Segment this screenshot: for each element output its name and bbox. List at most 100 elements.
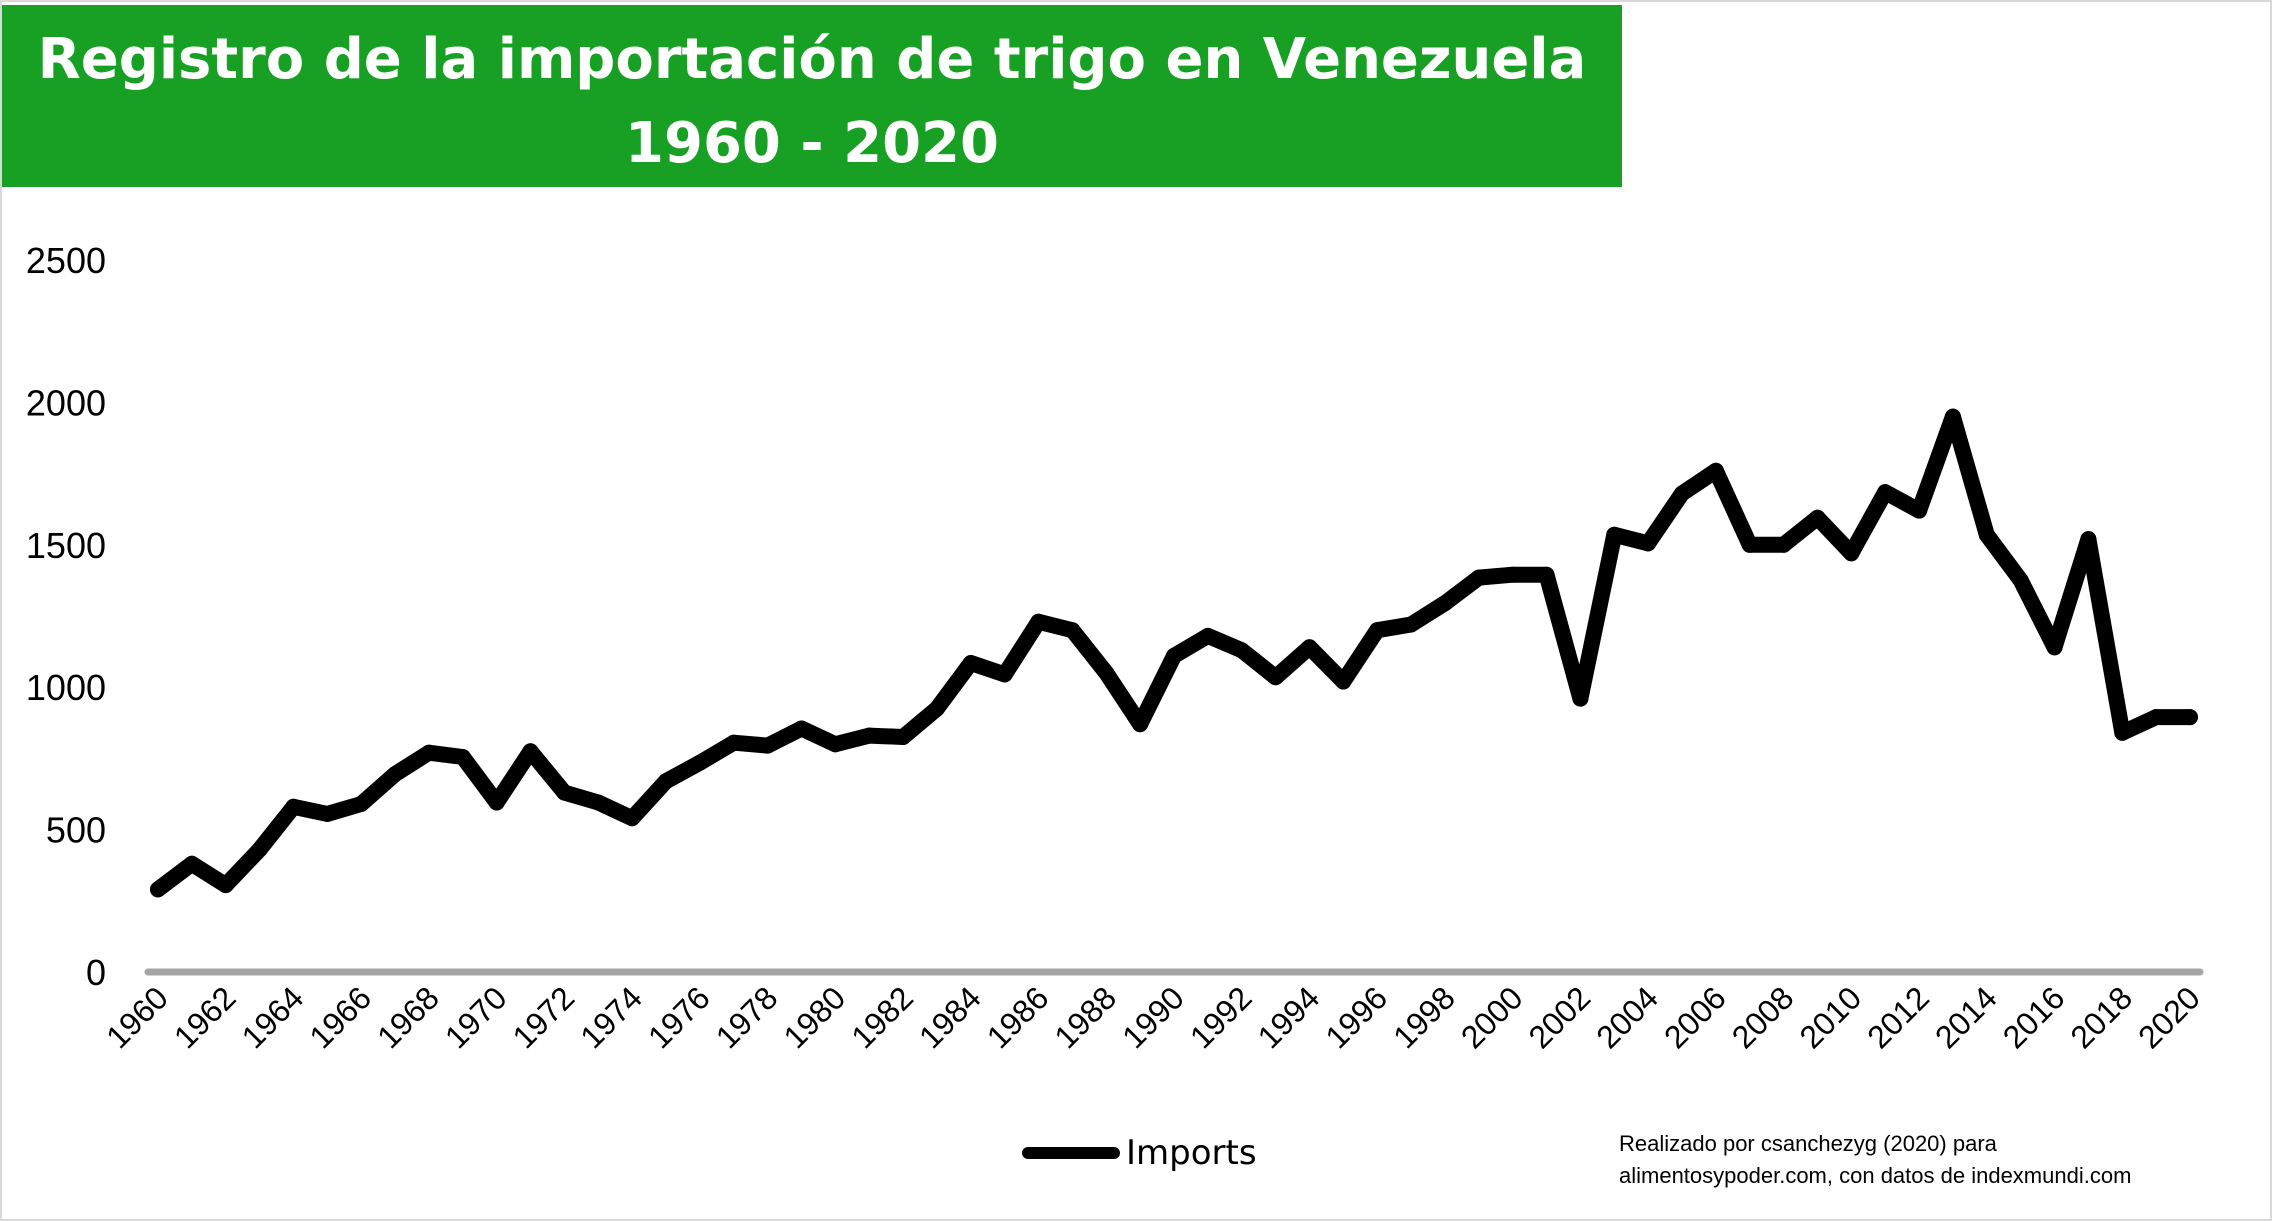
data-point [1504, 566, 1521, 583]
x-axis-ticks: 1960196219641966196819701972197419761978… [99, 979, 2207, 1055]
data-point [1369, 622, 1386, 639]
data-point [2046, 639, 2063, 656]
x-tick-label: 2010 [1792, 979, 1868, 1055]
x-tick-label: 1970 [438, 979, 514, 1055]
data-point [285, 798, 302, 815]
x-tick-label: 2006 [1657, 979, 1733, 1055]
x-tick-label: 1990 [1115, 979, 1191, 1055]
y-axis-ticks: 0 500 1000 1500 2000 2500 [26, 240, 106, 993]
data-point [1233, 642, 1250, 659]
x-tick-label: 1986 [980, 979, 1056, 1055]
data-point [1199, 627, 1216, 644]
data-point [556, 784, 573, 801]
data-point [1809, 509, 1826, 526]
data-point [217, 877, 234, 894]
data-point [488, 794, 505, 811]
chart-title: Registro de la importación de trigo en V… [37, 27, 1587, 92]
data-point [522, 743, 539, 760]
data-point [1843, 545, 1860, 562]
x-tick-label: 1988 [1047, 979, 1123, 1055]
data-point [1403, 616, 1420, 633]
data-point [1606, 526, 1623, 543]
x-tick-label: 1998 [1386, 979, 1462, 1055]
y-tick-label: 1500 [26, 525, 106, 566]
data-point [1944, 408, 1961, 425]
data-point [1978, 526, 1995, 543]
x-tick-label: 1994 [1251, 979, 1327, 1055]
data-point [1877, 484, 1894, 501]
x-tick-label: 2004 [1589, 979, 1665, 1055]
data-point [420, 744, 437, 761]
y-tick-label: 2000 [26, 382, 106, 423]
data-point [1674, 485, 1690, 502]
x-tick-label: 1982 [844, 979, 920, 1055]
data-point [454, 749, 471, 765]
data-point [1030, 613, 1047, 630]
x-tick-label: 1960 [99, 979, 175, 1055]
data-point [691, 754, 708, 771]
x-tick-label: 1984 [912, 979, 988, 1055]
legend-label-imports: Imports [1126, 1133, 1257, 1173]
data-point [1301, 639, 1318, 656]
y-tick-label: 500 [46, 810, 106, 851]
data-point [2080, 531, 2097, 548]
x-tick-label: 2018 [2063, 979, 2139, 1055]
data-point [2148, 709, 2165, 726]
x-tick-label: 1992 [1183, 979, 1259, 1055]
data-point [251, 841, 268, 858]
x-tick-label: 1980 [776, 979, 852, 1055]
x-tick-label: 1962 [167, 979, 243, 1055]
title-banner: Registro de la importación de trigo en V… [2, 5, 1622, 187]
data-point [759, 737, 776, 754]
data-point [319, 805, 336, 822]
data-point [996, 666, 1013, 683]
chart-subtitle: 1960 - 2020 [625, 111, 999, 176]
data-point [861, 727, 878, 744]
x-tick-label: 1974 [573, 979, 649, 1055]
data-point [1741, 536, 1758, 553]
data-point [1911, 502, 1928, 519]
data-point [150, 881, 166, 898]
data-point [1132, 716, 1149, 733]
x-tick-label: 2016 [1996, 979, 2072, 1055]
x-tick-label: 2008 [1725, 979, 1801, 1055]
x-tick-label: 1996 [1318, 979, 1394, 1055]
x-tick-label: 2020 [2131, 979, 2207, 1055]
x-tick-label: 1964 [235, 979, 311, 1055]
data-points [150, 408, 2198, 898]
x-tick-label: 1976 [641, 979, 717, 1055]
data-point [1166, 647, 1182, 664]
data-point [590, 794, 607, 811]
data-point [1538, 566, 1555, 583]
data-point [793, 720, 810, 737]
data-point [353, 796, 370, 812]
data-point [928, 700, 945, 717]
data-point [1470, 569, 1487, 586]
data-point [2182, 709, 2198, 726]
y-tick-label: 1000 [26, 667, 106, 708]
y-tick-label: 0 [86, 952, 106, 993]
x-tick-label: 1968 [370, 979, 446, 1055]
data-point [1572, 690, 1589, 707]
x-tick-label: 2014 [1928, 979, 2004, 1055]
data-point [1436, 595, 1453, 612]
data-point [1335, 673, 1352, 690]
data-point [624, 810, 641, 827]
data-point [1098, 665, 1115, 681]
source-credit: Realizado por csanchezyg (2020) para ali… [1619, 1128, 2131, 1192]
data-point [183, 855, 200, 872]
data-point [2114, 724, 2131, 741]
data-point [895, 729, 912, 745]
credit-line-1: Realizado por csanchezyg (2020) para [1619, 1131, 1997, 1156]
y-tick-label: 2500 [26, 240, 106, 281]
data-point [387, 766, 404, 783]
x-tick-label: 1966 [302, 979, 378, 1055]
x-tick-label: 2002 [1522, 979, 1598, 1055]
data-point [2012, 572, 2029, 589]
data-point [827, 736, 844, 753]
data-point [725, 734, 742, 751]
x-tick-label: 1972 [506, 979, 582, 1055]
data-point [1267, 669, 1284, 686]
data-point [658, 773, 674, 790]
